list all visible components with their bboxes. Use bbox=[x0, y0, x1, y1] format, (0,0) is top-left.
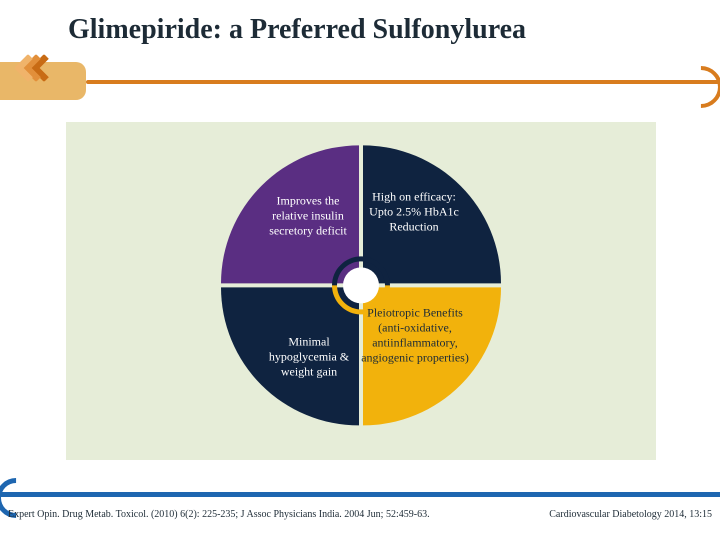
accent-orange-line bbox=[86, 80, 720, 84]
accent-line-wrap bbox=[86, 62, 720, 100]
reference-left: Expert Opin. Drug Metab. Toxicol. (2010)… bbox=[8, 509, 430, 520]
chevron-icon bbox=[10, 44, 66, 100]
quadrant-bl-label: Minimal hypoglycemia & weight gain bbox=[261, 334, 357, 379]
slide-footer: Expert Opin. Drug Metab. Toxicol. (2010)… bbox=[0, 492, 720, 540]
reference-right: Cardiovascular Diabetology 2014, 13:15 bbox=[549, 509, 712, 520]
quadrant-br-label: Pleiotropic Benefits (anti-oxidative, an… bbox=[359, 305, 471, 365]
quadrant-tr-label: High on efficacy: Upto 2.5% HbA1c Reduct… bbox=[369, 189, 459, 234]
quadrant-diagram: Improves the relative insulin secretory … bbox=[221, 145, 501, 425]
footer-blue-line bbox=[0, 492, 720, 497]
slide-title: Glimepiride: a Preferred Sulfonylurea bbox=[68, 14, 526, 46]
header-accent bbox=[0, 62, 720, 100]
content-panel: Improves the relative insulin secretory … bbox=[66, 122, 656, 460]
slide-header: Glimepiride: a Preferred Sulfonylurea bbox=[0, 0, 720, 110]
quadrant-tl-label: Improves the relative insulin secretory … bbox=[263, 193, 353, 238]
